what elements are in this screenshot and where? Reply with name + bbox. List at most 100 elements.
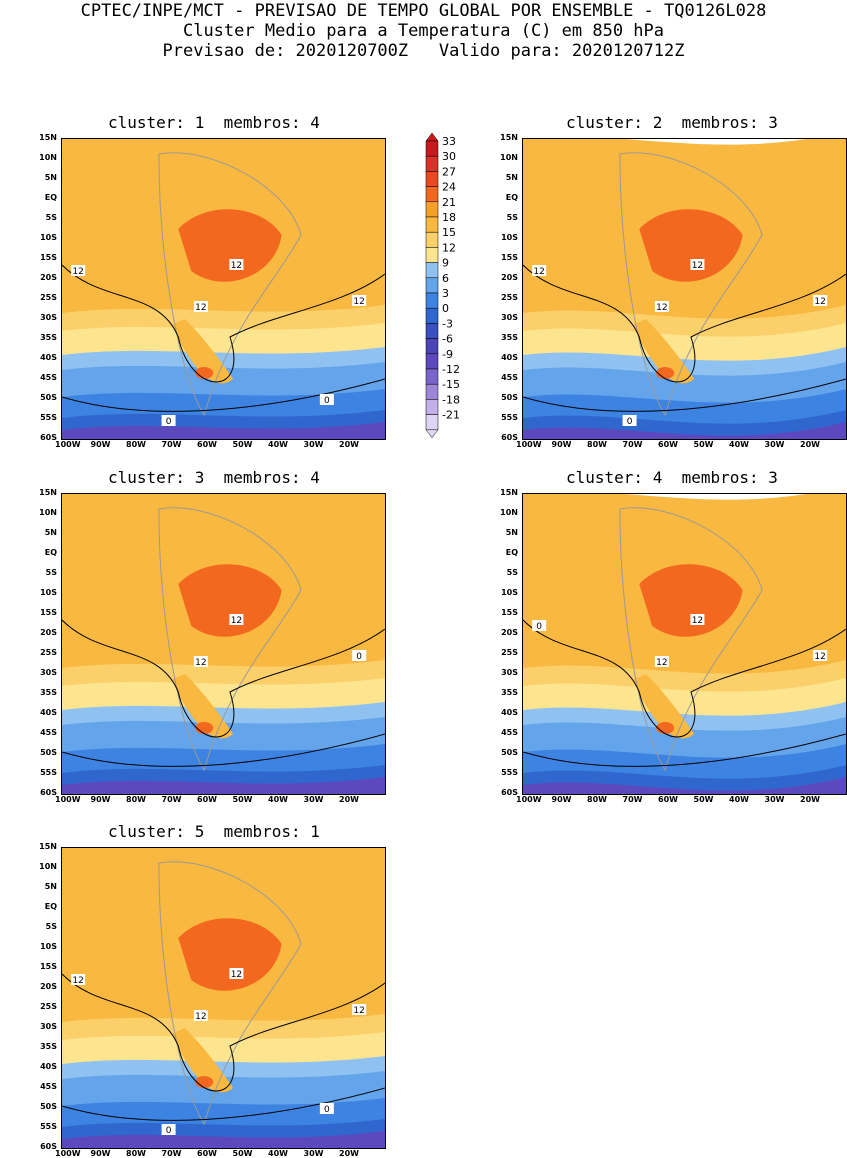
lon-tick-label: 60W — [197, 795, 217, 804]
colorbar-label: 27 — [442, 165, 456, 178]
lon-tick-label: 70W — [622, 795, 643, 804]
colorbar-swatch — [425, 171, 439, 187]
colorbar-swatch — [425, 277, 439, 294]
lat-tick-label: 20S — [501, 628, 518, 637]
lat-tick-label: 5N — [44, 882, 57, 891]
lat-tick-label: 15S — [40, 253, 57, 262]
contour-label: 0 — [356, 652, 362, 662]
lon-tick-label: 20W — [800, 440, 820, 449]
lat-tick-label: 30S — [40, 313, 57, 322]
colorbar-bottom-arrow — [425, 429, 439, 439]
colorbar-label: -18 — [442, 393, 460, 406]
temperature-band — [523, 777, 846, 794]
contour-label-bg — [352, 650, 367, 661]
lat-tick-label: EQ — [44, 548, 57, 557]
lon-tick-label: 50W — [693, 795, 714, 804]
warm-core — [178, 918, 282, 991]
lon-tick-label: 50W — [232, 795, 253, 804]
lon-tick-label: 70W — [161, 795, 182, 804]
lat-tick-label: 10N — [500, 153, 518, 162]
contour-label-bg — [352, 1004, 367, 1015]
warm-tongue — [632, 319, 695, 384]
lon-tick-label: 70W — [161, 440, 182, 449]
contour-label-bg — [229, 968, 244, 979]
colorbar-label: 6 — [442, 272, 449, 285]
lat-tick-label: 60S — [501, 433, 518, 442]
lon-tick-label: 40W — [268, 440, 288, 449]
colorbar-label: -9 — [442, 348, 453, 361]
contour-12 — [62, 619, 385, 738]
contour-label: 12 — [692, 261, 703, 271]
contour-label: 12 — [195, 1012, 206, 1022]
contour-label: 12 — [353, 297, 364, 307]
contour-label-bg — [532, 265, 547, 276]
contour-label-bg — [352, 295, 367, 306]
lat-tick-label: 15N — [500, 133, 518, 142]
colorbar-label: 18 — [442, 211, 456, 224]
lat-tick-label: 45S — [40, 728, 57, 737]
lon-tick-label: 40W — [729, 440, 749, 449]
warm-tongue — [171, 319, 234, 384]
colorbar-swatch — [425, 262, 439, 279]
contour-label-bg — [71, 265, 86, 276]
contour-label: 12 — [656, 303, 667, 313]
lat-tick-label: 30S — [501, 668, 518, 677]
contour-12 — [523, 264, 846, 383]
colorbar-label: -15 — [442, 378, 460, 391]
lon-tick-label: 20W — [800, 795, 820, 804]
colorbar-swatch — [425, 368, 439, 385]
lon-tick-label: 80W — [126, 1149, 146, 1158]
lat-tick-label: 35S — [501, 688, 518, 697]
lat-tick-label: 25S — [40, 1002, 57, 1011]
colorbar-swatch — [425, 292, 439, 309]
lon-tick-label: 40W — [268, 1149, 288, 1158]
colorbar-swatch — [425, 383, 439, 400]
lon-tick-label: 50W — [232, 440, 253, 449]
lat-tick-label: 5N — [44, 528, 57, 537]
lon-tick-label: 70W — [622, 440, 643, 449]
contour-label: 0 — [324, 1105, 330, 1115]
lat-tick-label: 55S — [40, 768, 57, 777]
colorbar-swatch — [425, 140, 439, 157]
contour-label-bg — [229, 614, 244, 625]
lat-tick-label: 50S — [501, 748, 518, 757]
colorbar-label: -12 — [442, 363, 460, 376]
lon-tick-label: 40W — [268, 795, 288, 804]
contour-label: 12 — [814, 652, 825, 662]
lon-tick-label: 60W — [658, 440, 678, 449]
temperature-map: 12 12 12 12 0 — [523, 139, 846, 439]
lat-tick-label: 10S — [40, 942, 57, 951]
colorbar-label: -3 — [442, 317, 453, 330]
contour-label-bg — [319, 1103, 334, 1114]
lat-tick-label: 30S — [40, 668, 57, 677]
lon-tick-label: 90W — [90, 440, 111, 449]
lon-tick-label: 30W — [764, 795, 785, 804]
colorbar-label: 9 — [442, 257, 449, 270]
lat-tick-label: 45S — [40, 373, 57, 382]
coastline — [619, 507, 763, 772]
contour-label: 0 — [166, 1126, 172, 1136]
lon-tick-label: 90W — [551, 795, 572, 804]
lat-tick-label: 10N — [500, 508, 518, 517]
colorbar-label: 21 — [442, 196, 456, 209]
header-line-3: Previsao de: 2020120700Z Valido para: 20… — [162, 41, 685, 61]
contour-0 — [62, 733, 385, 767]
contour-label: 12 — [353, 1006, 364, 1016]
lat-tick-label: 5S — [45, 213, 57, 222]
coastline — [619, 152, 763, 417]
colorbar-label: -6 — [442, 333, 453, 346]
lat-tick-label: 15N — [500, 488, 518, 497]
panel-title: cluster: 1 membros: 4 — [108, 113, 320, 132]
contour-label-bg — [193, 301, 208, 312]
contour-label: 12 — [656, 658, 667, 668]
contour-12 — [62, 973, 385, 1092]
coastline — [158, 152, 302, 417]
lat-tick-label: 15S — [40, 608, 57, 617]
lon-tick-label: 100W — [516, 440, 542, 449]
lat-tick-label: 55S — [501, 768, 518, 777]
lat-tick-label: 25S — [501, 648, 518, 657]
contour-label-bg — [161, 415, 176, 426]
lat-tick-label: 60S — [40, 433, 57, 442]
lat-tick-label: EQ — [505, 548, 518, 557]
contour-0 — [523, 378, 846, 412]
